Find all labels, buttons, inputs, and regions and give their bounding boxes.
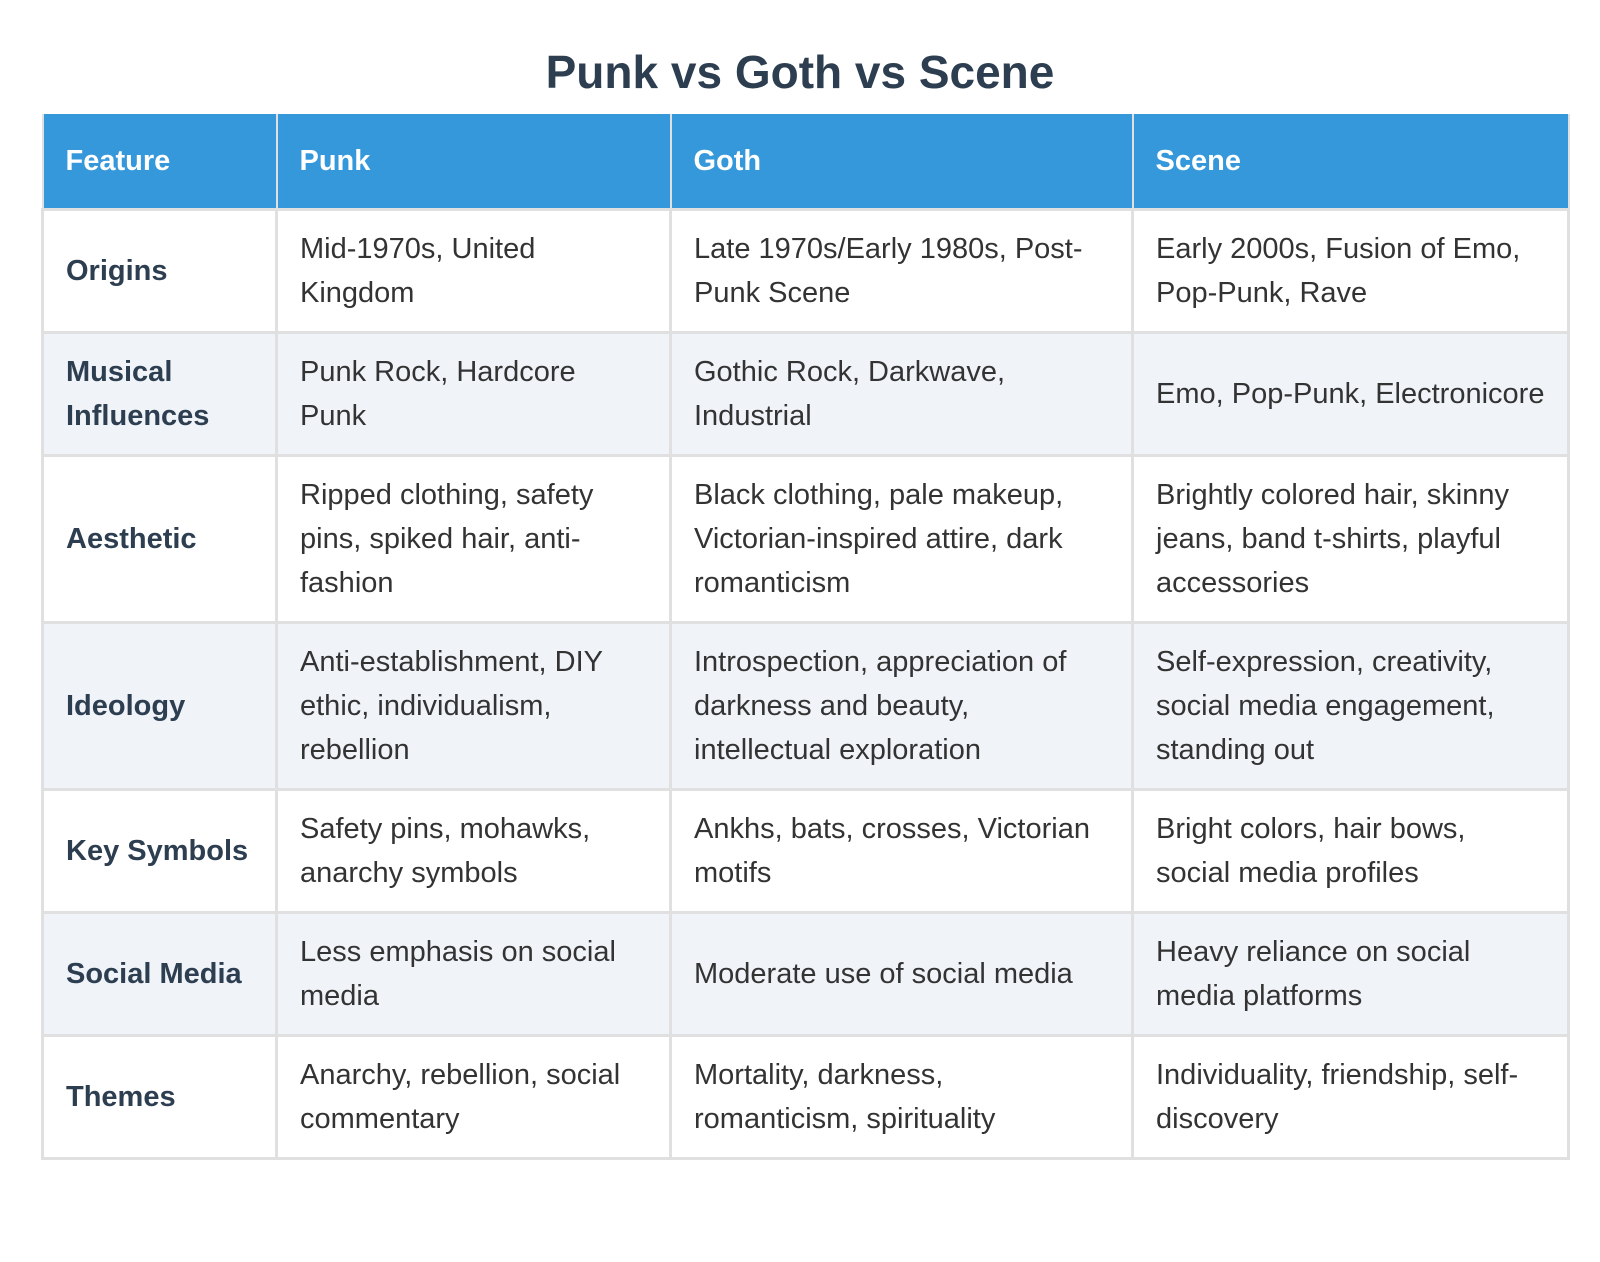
goth-cell: Introspection, appreciation of darkness … bbox=[669, 621, 1134, 791]
scene-cell: Heavy reliance on social media platforms bbox=[1131, 911, 1570, 1037]
punk-cell: Punk Rock, Hardcore Punk bbox=[275, 331, 672, 457]
feature-cell: Origins bbox=[41, 208, 278, 334]
goth-cell: Gothic Rock, Darkwave, Industrial bbox=[669, 331, 1134, 457]
page-title: Punk vs Goth vs Scene bbox=[545, 46, 1055, 98]
scene-cell: Early 2000s, Fusion of Emo, Pop-Punk, Ra… bbox=[1131, 208, 1570, 334]
table-row-origins: Origins Mid-1970s, United Kingdom Late 1… bbox=[41, 208, 1570, 334]
punk-cell: Mid-1970s, United Kingdom bbox=[275, 208, 672, 334]
feature-cell: Aesthetic bbox=[41, 454, 278, 624]
scene-cell: Individuality, friendship, self-discover… bbox=[1131, 1034, 1570, 1160]
punk-cell: Anti-establishment, DIY ethic, individua… bbox=[275, 621, 672, 791]
table-row-musical-influences: Musical Influences Punk Rock, Hardcore P… bbox=[41, 331, 1570, 457]
punk-cell: Safety pins, mohawks, anarchy symbols bbox=[275, 788, 672, 914]
comparison-table: Feature Punk Goth Scene Origins Mid-1970… bbox=[41, 114, 1570, 1160]
punk-cell: Anarchy, rebellion, social commentary bbox=[275, 1034, 672, 1160]
scene-cell: Emo, Pop-Punk, Electronicore bbox=[1131, 331, 1570, 457]
punk-cell: Less emphasis on social media bbox=[275, 911, 672, 1037]
column-header-feature: Feature bbox=[41, 114, 278, 211]
scene-cell: Bright colors, hair bows, social media p… bbox=[1131, 788, 1570, 914]
table-row-social-media: Social Media Less emphasis on social med… bbox=[41, 911, 1570, 1037]
table-row-ideology: Ideology Anti-establishment, DIY ethic, … bbox=[41, 621, 1570, 791]
feature-cell: Themes bbox=[41, 1034, 278, 1160]
feature-cell: Key Symbols bbox=[41, 788, 278, 914]
feature-cell: Ideology bbox=[41, 621, 278, 791]
table-header-row: Feature Punk Goth Scene bbox=[41, 114, 1570, 211]
goth-cell: Mortality, darkness, romanticism, spirit… bbox=[669, 1034, 1134, 1160]
table-row-key-symbols: Key Symbols Safety pins, mohawks, anarch… bbox=[41, 788, 1570, 914]
punk-cell: Ripped clothing, safety pins, spiked hai… bbox=[275, 454, 672, 624]
column-header-punk: Punk bbox=[275, 114, 672, 211]
goth-cell: Late 1970s/Early 1980s, Post-Punk Scene bbox=[669, 208, 1134, 334]
goth-cell: Black clothing, pale makeup, Victorian-i… bbox=[669, 454, 1134, 624]
scene-cell: Self-expression, creativity, social medi… bbox=[1131, 621, 1570, 791]
table-row-aesthetic: Aesthetic Ripped clothing, safety pins, … bbox=[41, 454, 1570, 624]
column-header-goth: Goth bbox=[669, 114, 1134, 211]
feature-cell: Musical Influences bbox=[41, 331, 278, 457]
goth-cell: Ankhs, bats, crosses, Victorian motifs bbox=[669, 788, 1134, 914]
column-header-scene: Scene bbox=[1131, 114, 1570, 211]
table-row-themes: Themes Anarchy, rebellion, social commen… bbox=[41, 1034, 1570, 1160]
goth-cell: Moderate use of social media bbox=[669, 911, 1134, 1037]
feature-cell: Social Media bbox=[41, 911, 278, 1037]
scene-cell: Brightly colored hair, skinny jeans, ban… bbox=[1131, 454, 1570, 624]
